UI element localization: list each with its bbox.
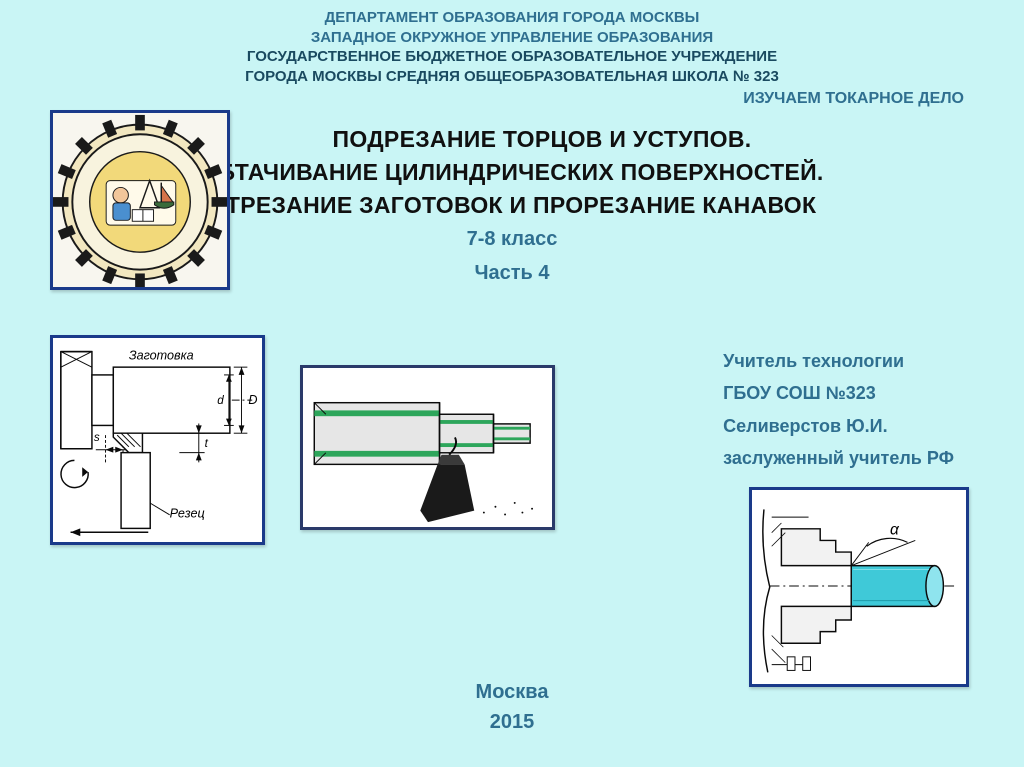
diagram-shaft-turning <box>300 365 555 530</box>
header-l3: ГОСУДАРСТВЕННОЕ БЮДЖЕТНОЕ ОБРАЗОВАТЕЛЬНО… <box>0 47 1024 67</box>
footer-year: 2015 <box>0 707 1024 737</box>
diagram-chuck-angle: α <box>749 487 969 687</box>
dim-s: s <box>94 431 100 444</box>
label-cutter: Резец <box>170 507 205 521</box>
header-l4: ГОРОДА МОСКВЫ СРЕДНЯЯ ОБЩЕОБРАЗОВАТЕЛЬНА… <box>0 67 1024 87</box>
author-l4: заслуженный учитель РФ <box>723 442 954 474</box>
label-workpiece: Заготовка <box>129 348 194 362</box>
diagram-schematic: D d Заготовка s t Резец <box>50 335 265 545</box>
school-emblem <box>50 110 230 290</box>
author-l2: ГБОУ СОШ №323 <box>723 377 954 409</box>
header-block: ДЕПАРТАМЕНТ ОБРАЗОВАНИЯ ГОРОДА МОСКВЫ ЗА… <box>0 0 1024 86</box>
dim-t: t <box>205 437 209 450</box>
dim-alpha: α <box>890 522 900 539</box>
subject-label: ИЗУЧАЕМ ТОКАРНОЕ ДЕЛО <box>743 90 964 108</box>
header-l1: ДЕПАРТАМЕНТ ОБРАЗОВАНИЯ ГОРОДА МОСКВЫ <box>0 8 1024 28</box>
header-l2: ЗАПАДНОЕ ОКРУЖНОЕ УПРАВЛЕНИЕ ОБРАЗОВАНИЯ <box>0 28 1024 48</box>
author-l1: Учитель технологии <box>723 345 954 377</box>
dim-D: D <box>248 393 257 407</box>
author-block: Учитель технологии ГБОУ СОШ №323 Селивер… <box>723 345 954 475</box>
dim-d: d <box>217 394 224 407</box>
author-l3: Селиверстов Ю.И. <box>723 410 954 442</box>
